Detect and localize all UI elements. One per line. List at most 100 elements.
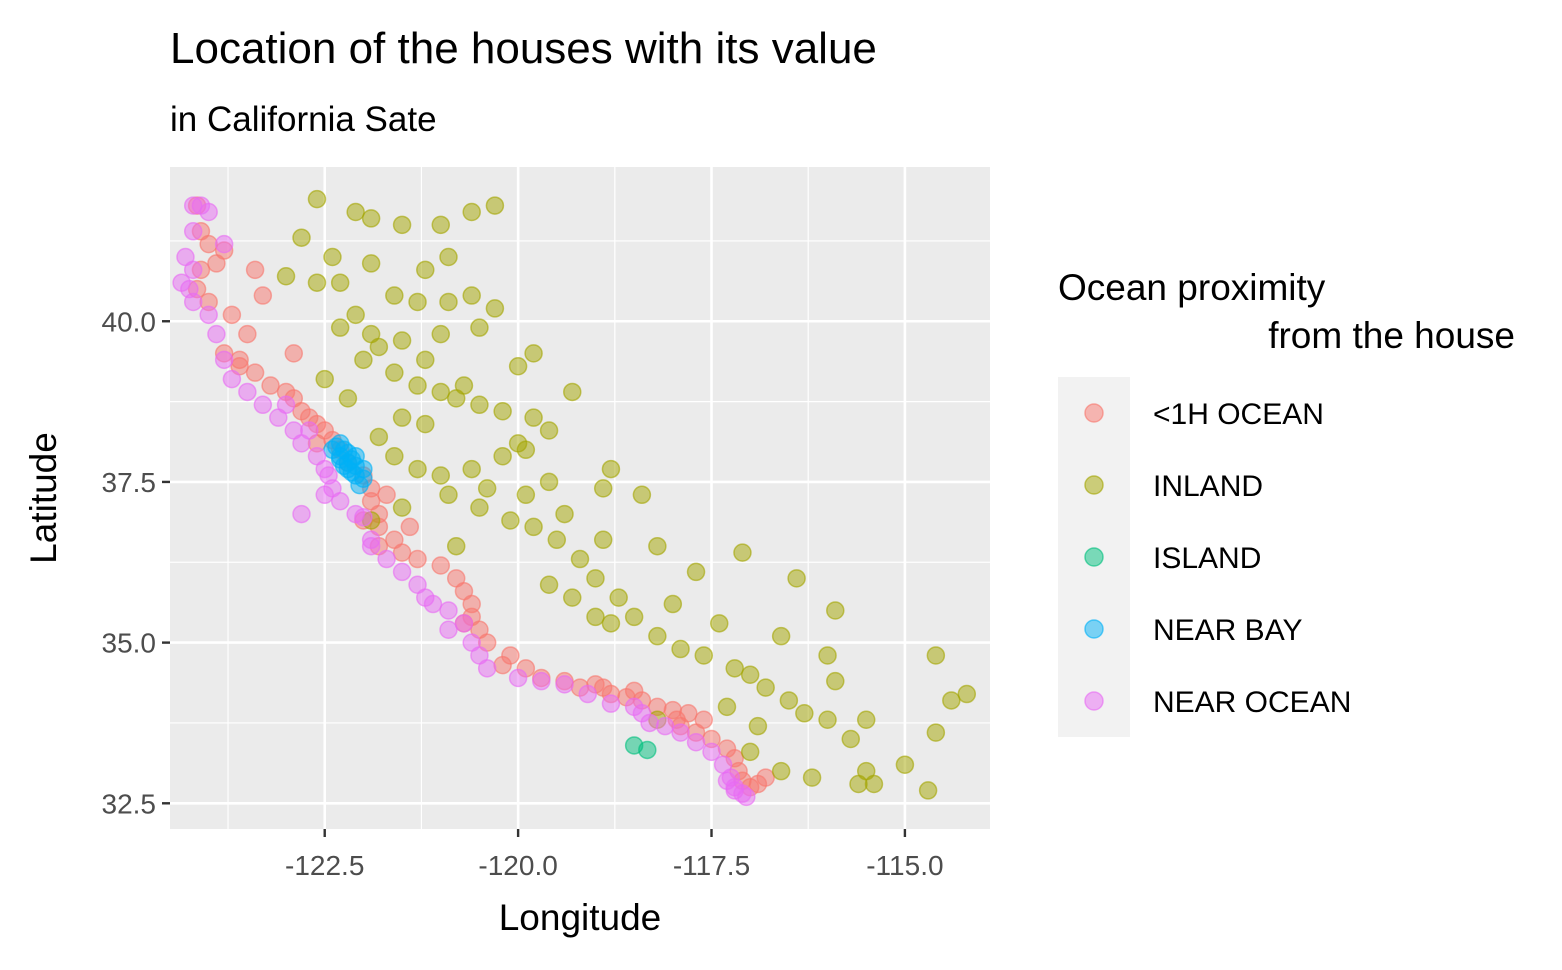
- data-point-inland: [392, 331, 412, 350]
- data-point-inland: [957, 684, 977, 704]
- data-point-inland: [431, 382, 451, 402]
- data-point-inland: [338, 389, 358, 408]
- data-point-inland: [601, 614, 621, 633]
- data-point-inland: [385, 286, 404, 305]
- data-point-near-ocean: [508, 668, 528, 688]
- data-point-1h-ocean: [245, 260, 265, 280]
- data-point-near-ocean: [702, 742, 721, 762]
- data-point-near-ocean: [671, 723, 690, 742]
- data-point-inland: [787, 569, 806, 588]
- data-point-island: [638, 740, 657, 760]
- data-point-inland: [593, 530, 613, 550]
- data-point-inland: [508, 356, 528, 376]
- data-point-inland: [439, 292, 458, 312]
- y-tick-label: 37.5: [102, 467, 157, 498]
- data-point-inland: [686, 562, 706, 582]
- data-point-near-ocean: [183, 222, 203, 241]
- data-point-inland: [462, 286, 481, 305]
- data-point-inland: [849, 774, 868, 794]
- data-point-inland: [779, 691, 799, 710]
- data-point-1h-ocean: [400, 517, 420, 537]
- data-point-inland: [330, 273, 350, 292]
- data-point-inland: [346, 202, 365, 222]
- data-point-inland: [841, 729, 861, 749]
- data-point-inland: [539, 472, 559, 492]
- x-tick-label: -120.0: [478, 850, 557, 881]
- data-point-near-ocean: [578, 684, 597, 704]
- data-point-near-ocean: [686, 732, 706, 752]
- data-point-inland: [740, 742, 760, 762]
- y-axis-title: Latitude: [23, 432, 64, 564]
- data-point-inland: [856, 710, 876, 729]
- data-point-inland: [361, 324, 381, 344]
- data-point-inland: [385, 446, 404, 466]
- x-axis-title: Longitude: [499, 897, 662, 938]
- data-point-inland: [563, 588, 582, 607]
- data-point-near-ocean: [555, 675, 574, 694]
- plot-panel: [170, 167, 990, 829]
- data-point-inland: [563, 382, 582, 402]
- data-point-near-ocean: [532, 671, 551, 691]
- data-point-inland: [632, 485, 652, 505]
- data-point-inland: [416, 260, 435, 280]
- data-point-near-ocean: [315, 485, 334, 505]
- data-point-inland: [493, 446, 512, 466]
- data-point-near-ocean: [454, 614, 474, 633]
- data-point-inland: [524, 408, 543, 427]
- data-point-inland: [508, 434, 528, 453]
- y-tick-label: 35.0: [102, 628, 157, 659]
- data-point-inland: [501, 511, 520, 530]
- data-point-near-ocean: [299, 421, 319, 440]
- data-point-inland: [547, 530, 567, 550]
- data-point-near-ocean: [439, 620, 458, 640]
- data-point-inland: [346, 305, 365, 325]
- data-point-near-ocean: [640, 713, 659, 733]
- data-point-inland: [818, 710, 837, 729]
- data-point-inland: [439, 485, 458, 505]
- x-tick-label: -115.0: [866, 850, 943, 881]
- data-point-inland: [725, 659, 744, 678]
- data-point-inland: [431, 324, 451, 344]
- data-point-inland: [740, 665, 760, 684]
- data-point-inland: [307, 189, 327, 209]
- data-point-inland: [392, 215, 412, 235]
- data-point-inland: [470, 395, 489, 415]
- data-point-inland: [826, 601, 845, 620]
- legend-label: NEAR BAY: [1153, 614, 1303, 647]
- data-point-near-ocean: [253, 395, 273, 415]
- data-point-near-ocean: [183, 260, 203, 280]
- data-point-1h-ocean: [624, 681, 644, 701]
- data-point-near-ocean: [214, 234, 234, 254]
- data-points: [172, 189, 977, 807]
- axes: -122.5 -120.0 -117.5 -115.0 32.5 35.0 37.5 40.0: [102, 306, 944, 881]
- data-point-inland: [539, 421, 559, 440]
- data-point-inland: [771, 626, 791, 646]
- data-point-1h-ocean: [261, 376, 280, 395]
- data-point-inland: [454, 376, 474, 395]
- data-point-inland: [663, 594, 683, 614]
- data-point-1h-ocean: [756, 768, 775, 787]
- legend-key: [1084, 691, 1104, 711]
- data-point-inland: [648, 536, 667, 556]
- data-point-near-ocean: [222, 369, 242, 389]
- data-point-1h-ocean: [408, 549, 427, 569]
- legend-label: NEAR OCEAN: [1153, 686, 1351, 719]
- data-point-near-ocean: [655, 716, 675, 736]
- data-point-1h-ocean: [238, 324, 257, 344]
- data-point-near-ocean: [199, 305, 218, 325]
- data-point-inland: [926, 723, 946, 742]
- y-tick-label: 32.5: [102, 788, 157, 819]
- data-point-inland: [369, 427, 389, 447]
- data-point-near-ocean: [207, 324, 226, 344]
- data-point-inland: [307, 273, 327, 292]
- data-point-inland: [361, 254, 381, 273]
- chart-title: Location of the houses with its value: [170, 24, 877, 73]
- data-point-inland: [431, 466, 451, 485]
- data-point-near-ocean: [238, 382, 257, 402]
- data-point-near-ocean: [392, 562, 412, 582]
- data-point-near-ocean: [276, 395, 296, 415]
- data-point-inland: [717, 697, 737, 717]
- legend: Ocean proximity from the house <1H OCEAN…: [1058, 267, 1515, 737]
- data-point-inland: [694, 646, 714, 665]
